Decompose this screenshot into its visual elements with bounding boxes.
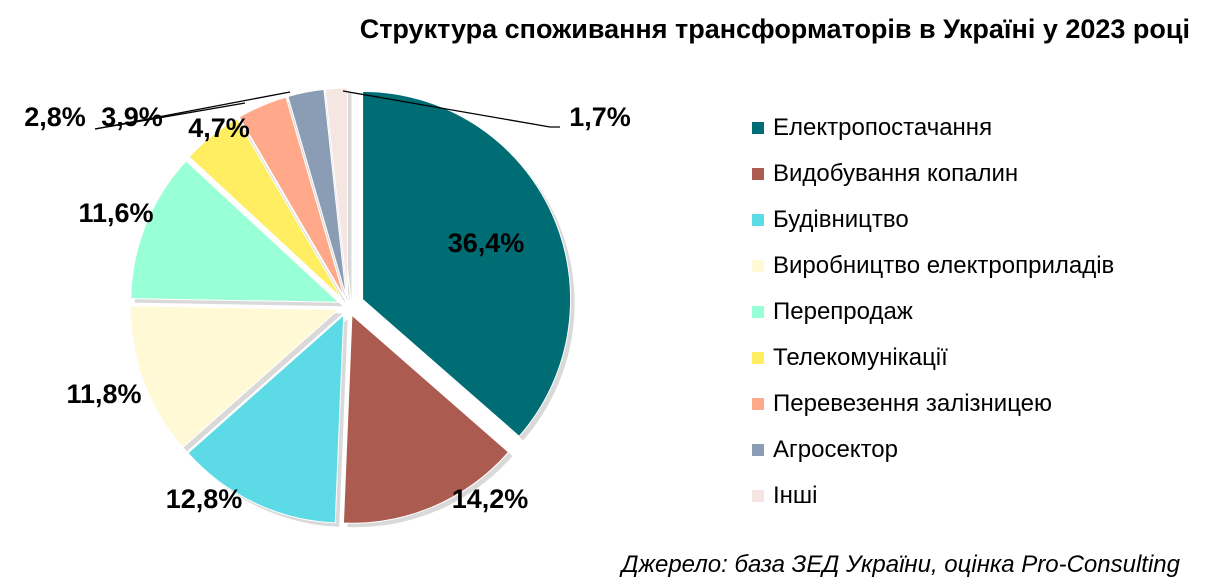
- legend-label: Будівництво: [773, 206, 909, 233]
- pie-slice-5: [130, 160, 341, 303]
- legend-swatch: [752, 398, 764, 410]
- data-label-8: 2,8%: [24, 102, 86, 132]
- legend-item-7: Перевезення залізницею: [752, 381, 1114, 427]
- pie-slice-1: [362, 90, 572, 438]
- legend-label: Електропостачання: [773, 114, 993, 141]
- legend-swatch: [752, 214, 764, 226]
- legend-item-5: Перепродаж: [752, 289, 1114, 335]
- legend-label: Агросектор: [773, 436, 898, 463]
- data-label-6: 4,7%: [188, 113, 250, 143]
- legend-item-2: Видобування копалин: [752, 151, 1114, 197]
- legend-swatch: [752, 352, 764, 364]
- pie-slice-6: [188, 117, 343, 299]
- data-label-5: 11,6%: [78, 198, 153, 228]
- legend-label: Інші: [773, 482, 818, 509]
- leader-line-9: [342, 90, 560, 128]
- legend-swatch: [752, 444, 764, 456]
- legend-item-6: Телекомунікації: [752, 335, 1114, 381]
- legend-label: Перевезення залізницею: [773, 390, 1053, 417]
- data-label-7: 3,9%: [101, 102, 163, 132]
- legend-label: Перепродаж: [773, 298, 913, 325]
- legend-item-4: Виробництво електроприладів: [752, 243, 1114, 289]
- legend-swatch: [752, 306, 764, 318]
- pie-slice-4: [130, 305, 340, 449]
- chart-title: Структура споживання трансформаторів в У…: [359, 14, 1190, 44]
- legend-swatch: [752, 260, 764, 272]
- pie-slice-9: [324, 87, 348, 297]
- data-label-4: 11,8%: [66, 379, 141, 409]
- legend-item-9: Інші: [752, 473, 1114, 519]
- legend-swatch: [752, 122, 764, 134]
- data-label-2: 14,2%: [452, 484, 529, 514]
- legend-item-1: Електропостачання: [752, 105, 1114, 151]
- chart-legend: Електропостачання Видобування копалин Буді…: [752, 105, 1114, 519]
- legend-swatch: [752, 490, 764, 502]
- pie-slice-7: [238, 96, 345, 298]
- legend-item-8: Агросектор: [752, 427, 1114, 473]
- legend-item-3: Будівництво: [752, 197, 1114, 243]
- legend-label: Виробництво електроприладів: [773, 252, 1115, 279]
- data-label-3: 12,8%: [166, 484, 243, 514]
- pie-slice-3: [187, 313, 345, 524]
- legend-label: Телекомунікації: [773, 344, 948, 371]
- pie-slice-8: [287, 88, 347, 297]
- leader-line-8: [94, 91, 291, 130]
- data-label-1: 36,4%: [448, 228, 525, 258]
- legend-swatch: [752, 168, 764, 180]
- source-note: Джерело: база ЗЕД України, оцінка Pro-Co…: [621, 551, 1180, 578]
- pie-slice-2: [342, 314, 510, 524]
- legend-label: Видобування копалин: [773, 160, 1019, 187]
- data-label-9: 1,7%: [569, 102, 631, 132]
